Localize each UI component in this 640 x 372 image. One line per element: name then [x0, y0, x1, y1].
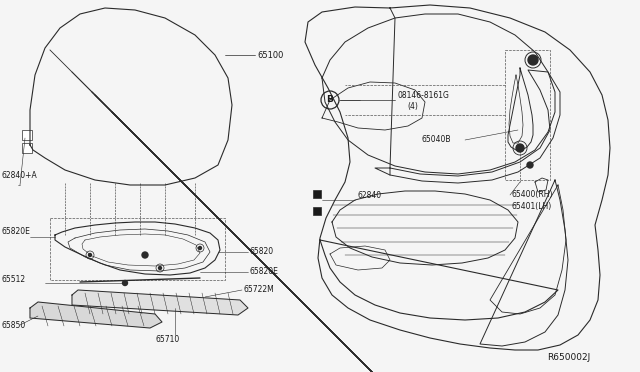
Bar: [505, 50, 550, 180]
Circle shape: [527, 162, 533, 168]
Text: 65850: 65850: [2, 321, 26, 330]
Text: 08146-8161G: 08146-8161G: [397, 90, 449, 99]
Polygon shape: [72, 290, 248, 315]
Text: B: B: [326, 96, 333, 105]
Text: 65040B: 65040B: [422, 135, 451, 144]
Circle shape: [122, 280, 127, 285]
Text: R650002J: R650002J: [547, 353, 590, 362]
Text: (4): (4): [407, 103, 418, 112]
Text: 62840: 62840: [357, 192, 381, 201]
Circle shape: [198, 247, 202, 250]
Text: 65820E: 65820E: [250, 267, 279, 276]
Circle shape: [142, 252, 148, 258]
Bar: [313, 190, 321, 198]
Text: 65401(LH): 65401(LH): [512, 202, 552, 211]
Text: 65100: 65100: [257, 51, 284, 60]
Bar: [22, 143, 32, 153]
Circle shape: [88, 253, 92, 257]
Text: 65512: 65512: [2, 276, 26, 285]
Bar: [313, 207, 321, 215]
Text: 65400(RH): 65400(RH): [512, 190, 554, 199]
Text: 65722M: 65722M: [243, 285, 274, 295]
Text: 65710: 65710: [155, 336, 179, 344]
Text: 62840+A: 62840+A: [2, 170, 38, 180]
Text: 65820: 65820: [250, 247, 274, 257]
Circle shape: [528, 55, 538, 65]
Bar: [22, 130, 32, 140]
Circle shape: [159, 266, 161, 269]
Text: 65820E: 65820E: [2, 228, 31, 237]
Polygon shape: [30, 302, 162, 328]
Circle shape: [516, 144, 524, 152]
Bar: [50, 218, 225, 280]
